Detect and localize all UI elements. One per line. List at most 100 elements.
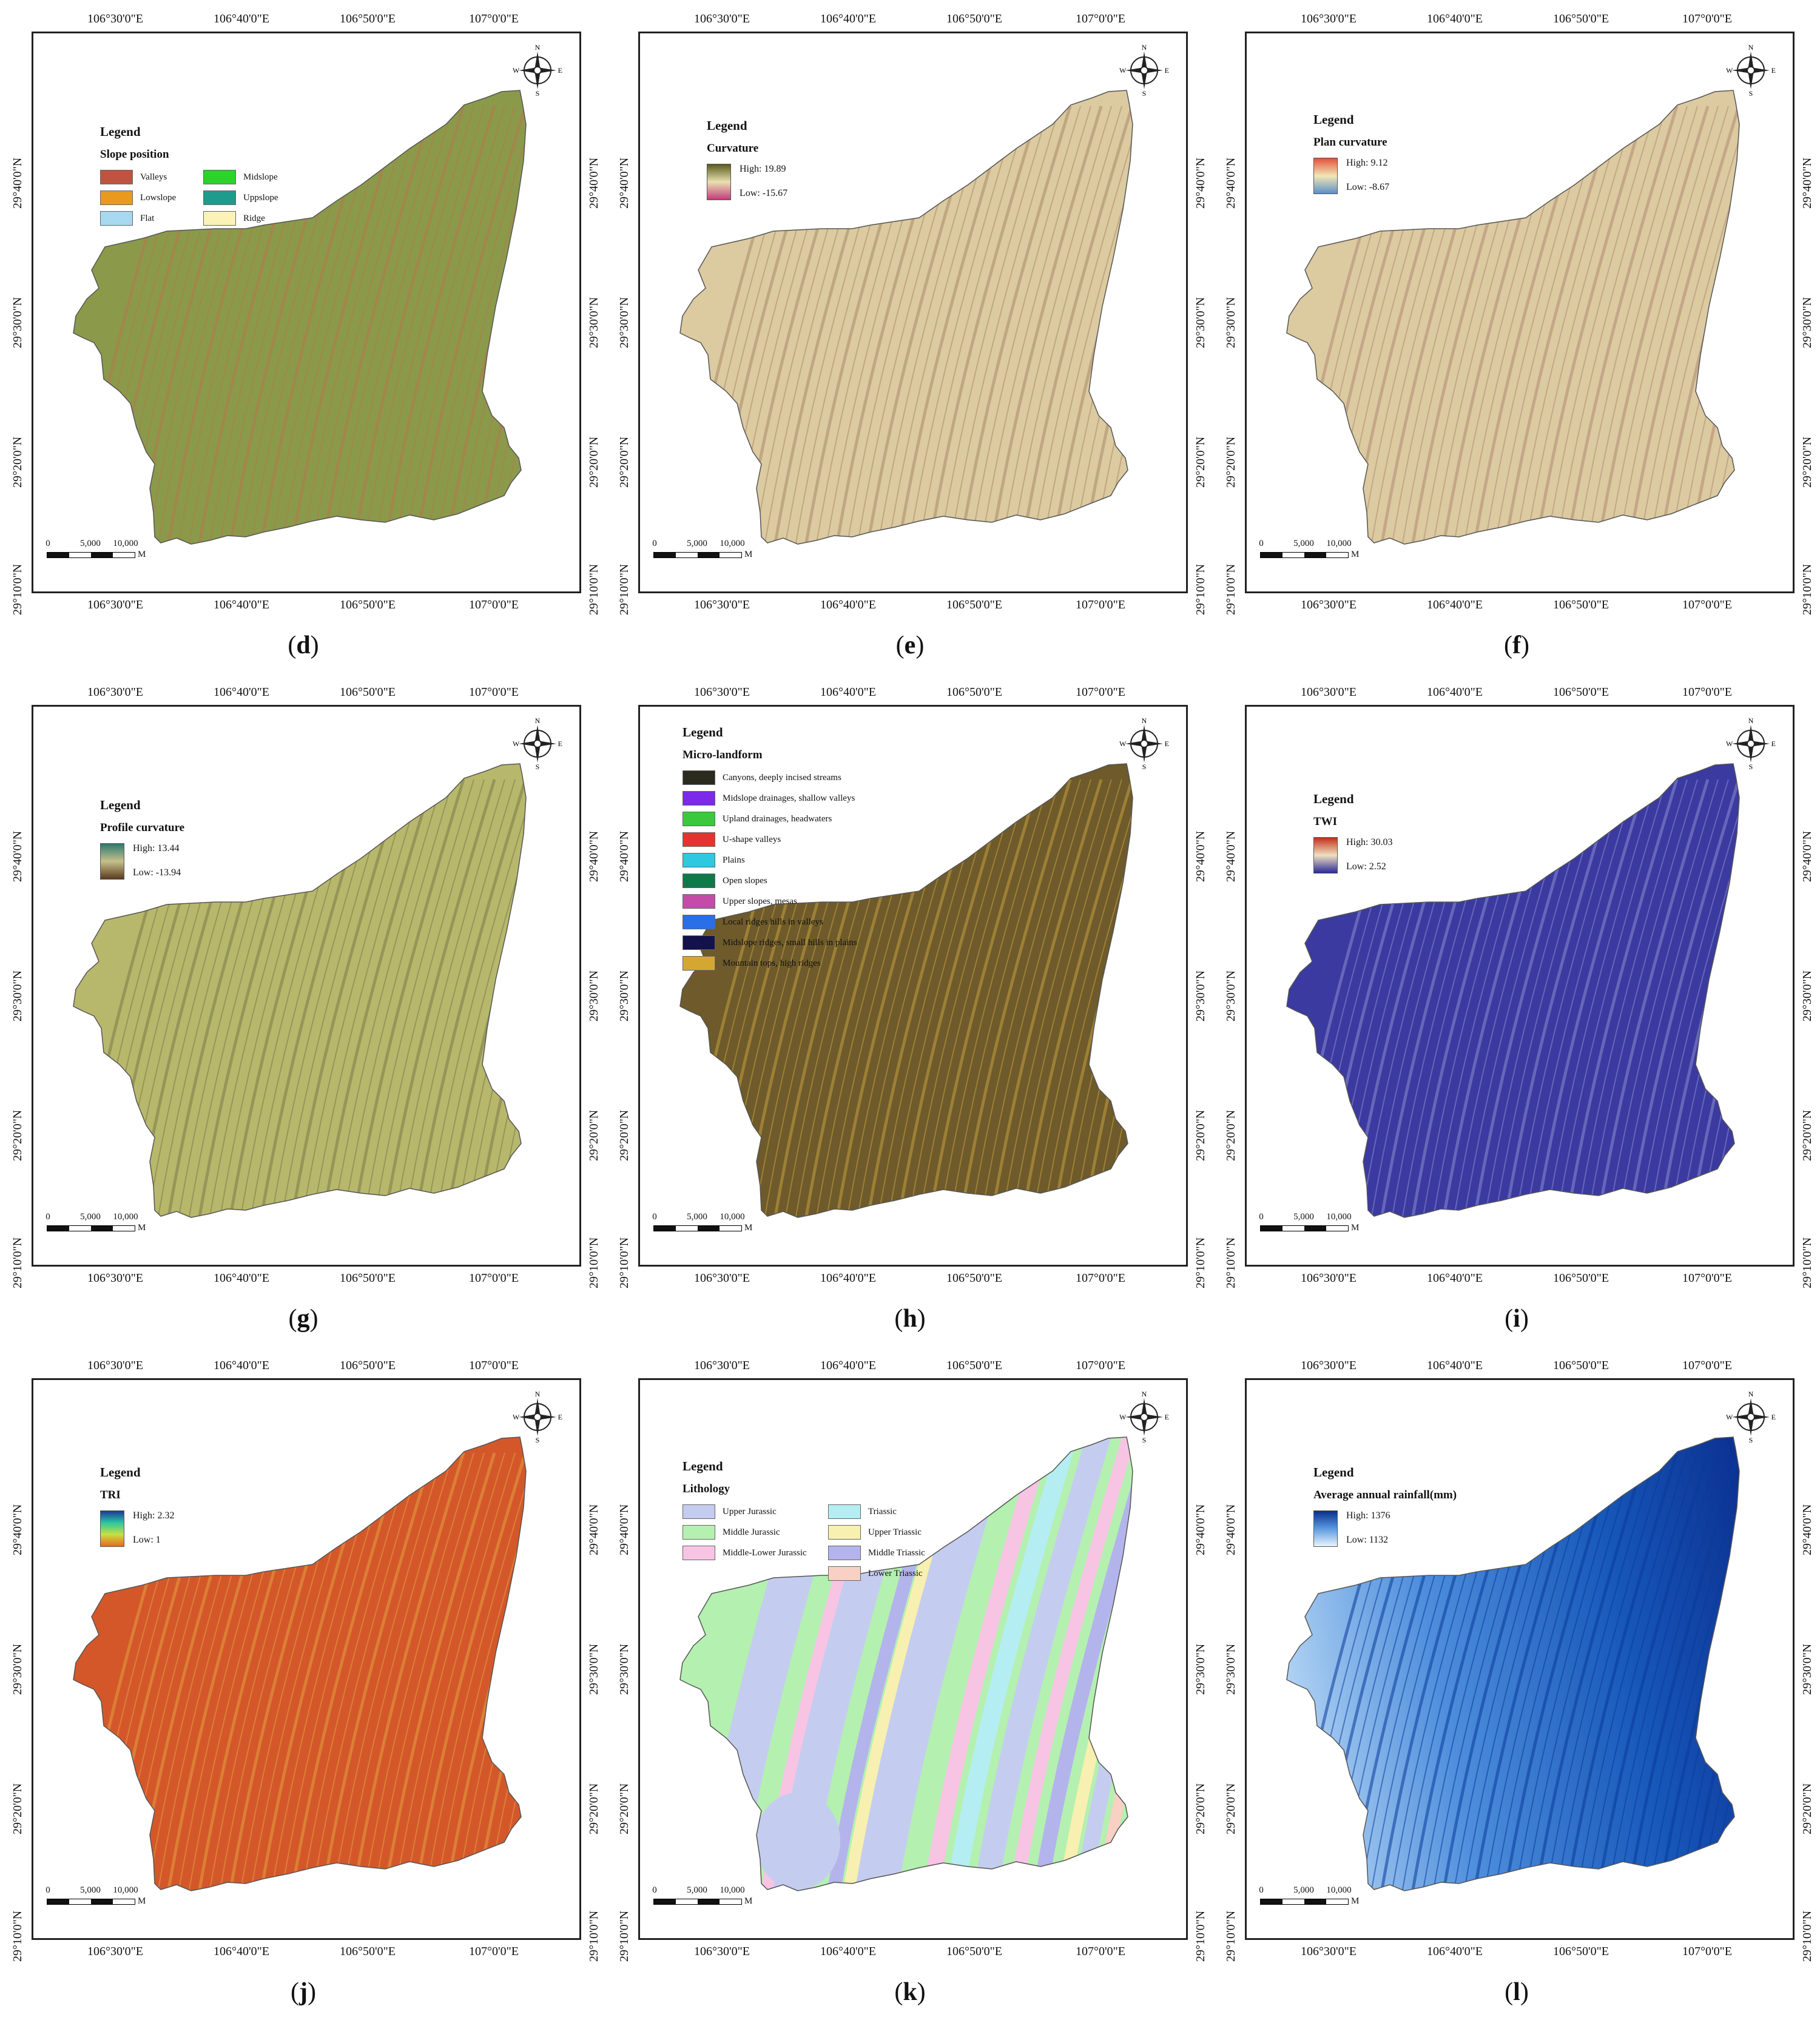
legend-swatch (203, 170, 236, 184)
latitude-label-right: 29°40'0"N (1801, 1504, 1814, 1555)
panel-letter: k (903, 1978, 917, 2006)
legend: Legend Micro-landform Canyons, deeply inci… (682, 725, 857, 971)
latitude-label-left: 29°20'0"N (618, 1783, 631, 1834)
compass-letter: W (1726, 66, 1733, 75)
scale-label: 0 (652, 539, 657, 548)
legend-item: Midslope ridges, small hills in plains (682, 935, 857, 950)
longitude-label-bottom: 106°30'0"E (87, 598, 143, 611)
legend-subtitle: Profile curvature (100, 821, 185, 834)
compass-letter: S (536, 89, 540, 96)
legend-swatch (682, 915, 715, 929)
legend-high: High: 30.03 (1346, 837, 1393, 847)
scale-label: 0 (652, 1212, 657, 1222)
latitude-label-left: 29°40'0"N (11, 157, 24, 209)
compass-letter: W (1119, 66, 1127, 75)
longitude-label-top: 106°30'0"E (1301, 12, 1357, 25)
map-area (1286, 763, 1740, 1218)
longitude-label-top: 107°0'0"E (1682, 1359, 1732, 1372)
compass-letter: E (1771, 1413, 1776, 1421)
legend: Legend Lithology Upper Jurassic Triassic Mid… (682, 1459, 949, 1581)
longitude-label-bottom: 106°40'0"E (1427, 1945, 1483, 1958)
latitude-label-left: 29°40'0"N (11, 1504, 24, 1555)
legend-swatch (682, 853, 715, 867)
longitude-label-bottom: 106°50'0"E (1553, 1945, 1609, 1958)
map-frame: N S E W Legend Micro-landform Canyons, deeply … (638, 705, 1188, 1267)
longitude-label-top: 106°40'0"E (214, 12, 269, 25)
longitude-label-bottom: 106°40'0"E (1427, 1271, 1483, 1285)
scale-label: 5,000 (1293, 539, 1314, 548)
longitude-label-bottom: 107°0'0"E (469, 1945, 519, 1958)
legend-item: Open slopes (682, 874, 857, 888)
legend-low: Low: 1 (133, 1535, 161, 1545)
longitude-label-top: 106°30'0"E (694, 1359, 750, 1372)
north-arrow-icon: N S E W (1119, 44, 1169, 96)
longitude-label-top: 106°50'0"E (1553, 685, 1609, 699)
legend-item-label: Canyons, deeply incised streams (723, 772, 841, 783)
scale-unit: M (138, 1223, 146, 1233)
scale-label: 10,000 (1326, 1885, 1352, 1895)
panel-letter: f (1512, 631, 1521, 659)
legend-item-label: Upper Jurassic (723, 1506, 777, 1517)
panel-caption: (d) (288, 631, 319, 659)
latitude-label-left: 29°30'0"N (11, 297, 24, 348)
legend-swatch (682, 956, 715, 971)
longitude-label-top: 106°40'0"E (820, 685, 876, 699)
legend-swatch (203, 211, 236, 226)
north-arrow-icon: N S E W (1726, 44, 1776, 96)
map-area (73, 763, 527, 1218)
legend-item-label: Upland drainages, headwaters (723, 813, 832, 824)
latitude-label-right: 29°30'0"N (1801, 297, 1814, 348)
legend-item-label: Ridge (243, 213, 265, 223)
latitude-label-left: 29°20'0"N (618, 436, 631, 488)
scale-unit: M (138, 550, 146, 559)
longitude-label-bottom: 106°30'0"E (694, 598, 750, 611)
longitude-label-top: 106°50'0"E (340, 685, 396, 699)
latitude-label-left: 29°30'0"N (618, 297, 631, 348)
latitude-label-right: 29°10'0"N (1194, 564, 1207, 615)
latitude-label-left: 29°10'0"N (618, 564, 631, 615)
map-frame: N S E W Legend TRI High: 2.32 Low: 1 0 5,000 10,00… (32, 1378, 581, 1940)
latitude-label-left: 29°30'0"N (11, 970, 24, 1022)
scale-label: 5,000 (1293, 1212, 1314, 1222)
longitude-label-bottom: 107°0'0"E (1682, 1945, 1732, 1958)
scale-label: 10,000 (113, 539, 138, 548)
legend-low: Low: 1132 (1346, 1535, 1389, 1545)
legend-item: Midslope drainages, shallow valleys (682, 791, 857, 806)
map-frame: N S E W Legend Average annual rainfall(mm) Hig… (1245, 1378, 1795, 1940)
longitude-label-top: 106°50'0"E (946, 12, 1002, 25)
scale-label: 10,000 (720, 1212, 745, 1222)
map-panel-e: 106°30'0"E 106°40'0"E 106°50'0"E 107°0'0"E 1… (607, 0, 1213, 673)
legend-item: Lowslope (100, 190, 203, 205)
latitude-label-right: 29°10'0"N (1194, 1237, 1207, 1288)
scale-label: 5,000 (80, 1212, 101, 1222)
gradient-swatch (707, 164, 731, 200)
scale-bar: 0 5,000 10,000 M (46, 1212, 146, 1233)
legend-title: Legend (707, 118, 747, 133)
legend-subtitle: Slope position (100, 148, 169, 161)
latitude-label-right: 29°10'0"N (1194, 1910, 1207, 1962)
legend-item-label: Upper Triassic (868, 1527, 922, 1537)
compass-letter: S (1142, 763, 1147, 770)
latitude-label-left: 29°20'0"N (11, 436, 24, 488)
map-frame: N S E W Legend Curvature High: 19.89 Low: -15.6… (638, 32, 1188, 593)
latitude-label-left: 29°20'0"N (1224, 436, 1238, 488)
legend: Legend Profile curvature High: 13.44 Low: -… (100, 798, 184, 880)
gradient-swatch (1313, 158, 1338, 194)
longitude-label-top: 106°50'0"E (1553, 1359, 1609, 1372)
longitude-label-bottom: 106°50'0"E (340, 598, 396, 611)
latitude-label-right: 29°40'0"N (587, 157, 601, 209)
legend-gradient: High: 2.32 Low: 1 (100, 1510, 174, 1547)
map-panel-k: 106°30'0"E 106°40'0"E 106°50'0"E 107°0'0"E 1… (607, 1347, 1213, 2020)
legend-subtitle: TRI (100, 1489, 121, 1501)
legend-subtitle: Lithology (682, 1483, 730, 1495)
gradient-swatch (100, 843, 124, 880)
region-raster (73, 90, 526, 544)
legend-swatch (682, 832, 715, 847)
legend-subtitle: Plan curvature (1313, 136, 1387, 149)
longitude-label-top: 106°30'0"E (694, 12, 750, 25)
legend-low: Low: -13.94 (133, 867, 181, 878)
longitude-label-top: 106°30'0"E (694, 685, 750, 699)
latitude-label-left: 29°20'0"N (1224, 1783, 1238, 1834)
scale-label: 10,000 (720, 539, 745, 548)
latitude-label-left: 29°30'0"N (1224, 1643, 1238, 1695)
